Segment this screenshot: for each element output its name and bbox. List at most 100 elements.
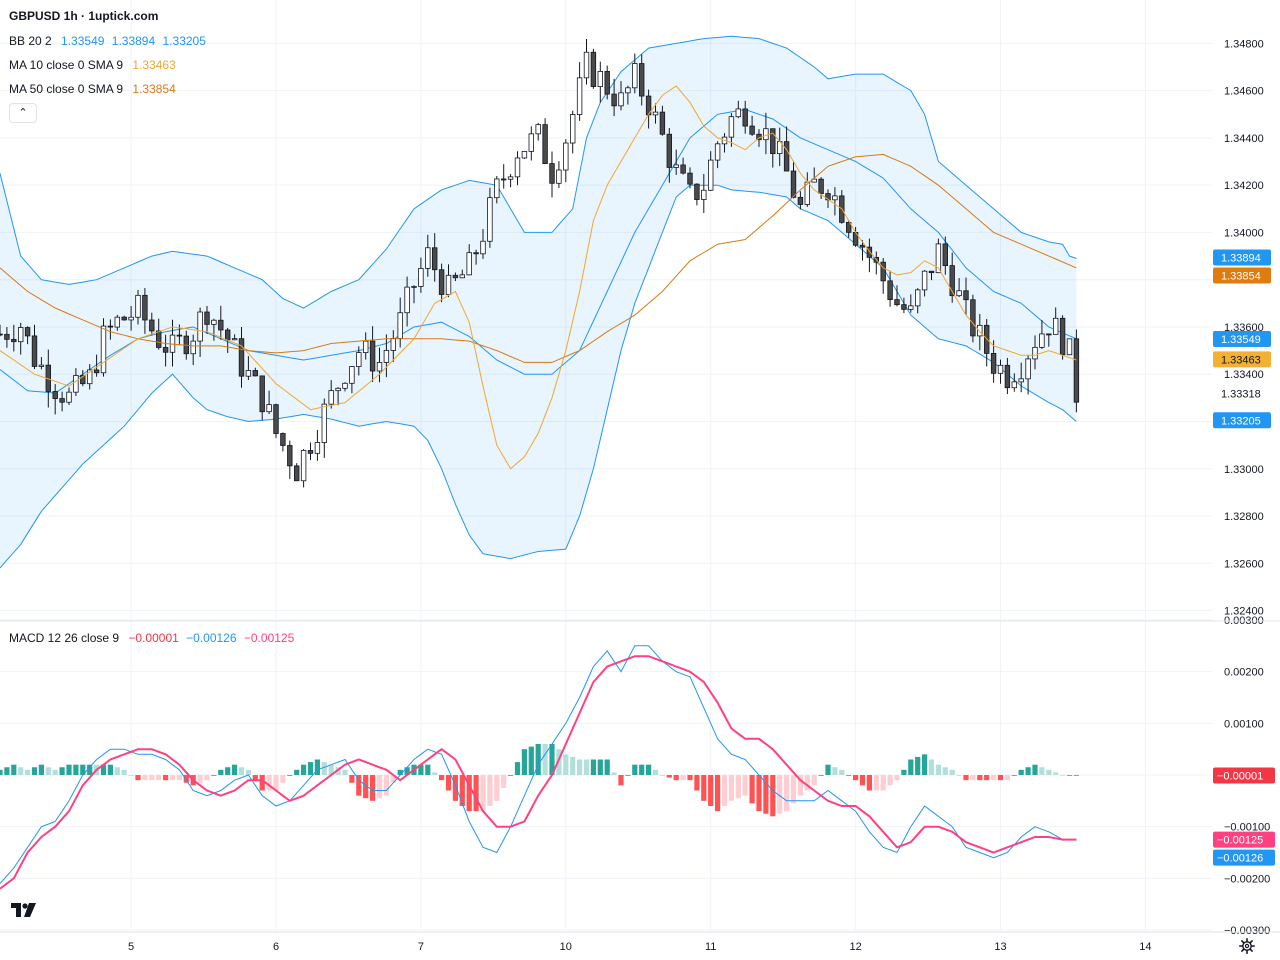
macd-histogram-bar: [397, 769, 403, 775]
macd-histogram-bar: [639, 764, 645, 775]
candle-body: [928, 270, 935, 274]
macd-histogram-bar: [811, 775, 817, 786]
macd-histogram-bar: [266, 775, 272, 791]
candle-body: [611, 93, 617, 107]
candle-body: [218, 319, 224, 331]
price-value-label: 1.33549: [1213, 331, 1271, 348]
time-tick-label: 6: [273, 941, 279, 953]
macd-histogram-bar: [604, 759, 610, 775]
macd-histogram-bar: [238, 767, 245, 775]
price-value-label-bg: [1213, 331, 1271, 348]
macd-histogram-bar: [770, 775, 776, 817]
macd-histogram-bar: [880, 775, 886, 791]
macd-histogram-bar: [363, 775, 369, 799]
bollinger-bands: [0, 35, 1077, 569]
candle-body: [500, 178, 507, 181]
macd-histogram-bar: [232, 764, 238, 775]
macd-histogram-bar: [314, 759, 320, 775]
candle-body: [846, 221, 852, 233]
candle-body: [542, 124, 548, 164]
candle-body: [356, 352, 362, 367]
macd-histogram-bar: [321, 762, 327, 775]
macd-histogram-bar: [204, 775, 210, 781]
macd-histogram-bar: [797, 775, 803, 796]
candle-body: [1059, 317, 1066, 356]
macd-histogram-bar: [370, 775, 376, 801]
macd-histogram-bar: [535, 744, 541, 775]
candle-body: [425, 247, 431, 269]
candle-body: [1053, 317, 1059, 335]
macd-histogram-bar: [818, 775, 824, 776]
candle-body: [935, 243, 942, 274]
candle-body: [521, 150, 528, 159]
price-value-label-text: 1.33205: [1221, 415, 1261, 427]
candle-body: [383, 349, 390, 363]
macd-histogram-bar: [11, 764, 17, 775]
chevron-up-icon[interactable]: ⌃: [9, 103, 37, 123]
candle-body: [211, 319, 217, 325]
macd-histogram-bar: [142, 775, 148, 781]
legend-ma50[interactable]: MA 50 close 0 SMA 9 1.33854: [9, 82, 180, 96]
macd-histogram-bar: [494, 775, 500, 801]
candle-body: [1004, 364, 1011, 389]
macd-histogram-bar: [100, 764, 107, 775]
candle-body: [1073, 338, 1080, 403]
macd-histogram-bar: [846, 775, 852, 776]
macd-value-label: −0.00126: [1213, 849, 1275, 866]
legend-bb[interactable]: BB 20 2 1.33549 1.33894 1.33205: [9, 34, 210, 48]
legend-macd-line: −0.00126: [186, 631, 237, 645]
candle-body: [942, 243, 948, 267]
candle-body: [556, 169, 562, 184]
legend-bb-upper: 1.33894: [111, 34, 156, 48]
macd-histogram-bar: [342, 769, 348, 775]
macd-histogram-bar: [432, 772, 438, 775]
macd-histogram-bar: [922, 754, 928, 775]
candle-body: [494, 178, 500, 199]
candle-body: [287, 445, 293, 467]
candle-body: [514, 157, 521, 178]
macd-histogram-bar: [73, 764, 79, 775]
legend-ma10[interactable]: MA 10 close 0 SMA 9 1.33463: [9, 58, 180, 72]
candle-body: [321, 403, 327, 443]
time-tick-label: 10: [560, 941, 572, 953]
price-value-label-text: 1.33894: [1221, 252, 1261, 264]
macd-histogram-bar: [52, 769, 58, 775]
bb-upper-line: [0, 35, 1077, 309]
candle-body: [266, 404, 272, 413]
macd-histogram-bar: [273, 775, 279, 791]
macd-histogram-bar: [991, 775, 997, 781]
macd-histogram-bar: [942, 767, 948, 775]
macd-histogram-bar: [508, 775, 514, 776]
candle-body: [293, 465, 300, 482]
moving-averages: [0, 85, 1077, 470]
macd-histogram-bar: [1018, 769, 1024, 775]
macd-histogram-bar: [590, 759, 596, 775]
candle-body: [114, 316, 120, 328]
macd-value-label-bg: [1213, 831, 1275, 848]
macd-histogram-bar: [501, 775, 507, 788]
candle-body: [17, 327, 24, 343]
candle-body: [1066, 338, 1073, 356]
macd-histogram-bar: [218, 769, 224, 775]
macd-value-label-bg: [1213, 849, 1275, 866]
macd-histogram-bar: [425, 764, 431, 775]
price-value-label-bg: [1213, 249, 1271, 266]
macd-histogram-bar: [31, 767, 38, 775]
macd-histogram-bar: [480, 775, 486, 812]
candle-body: [770, 128, 776, 155]
candle-body: [307, 450, 314, 454]
axis-value-labels: 1.33894 1.33854 1.33549 1.33463 1.33318 1.332…: [1213, 249, 1275, 866]
macd-histogram-bar: [839, 769, 845, 775]
candle-body: [625, 87, 631, 94]
macd-tick-label: 0.00200: [1224, 667, 1264, 679]
candle-body: [11, 338, 17, 343]
macd-histogram-bar: [887, 775, 893, 786]
macd-histogram-bar: [439, 775, 445, 781]
legend-macd[interactable]: MACD 12 26 close 9 −0.00001 −0.00126 −0.…: [9, 631, 298, 645]
candle-body: [639, 63, 645, 97]
candle-body: [673, 164, 679, 168]
macd-histogram-bar: [915, 756, 921, 775]
gear-icon[interactable]: [1239, 938, 1255, 954]
legend-macd-name: MACD 12 26 close 9: [9, 631, 120, 645]
